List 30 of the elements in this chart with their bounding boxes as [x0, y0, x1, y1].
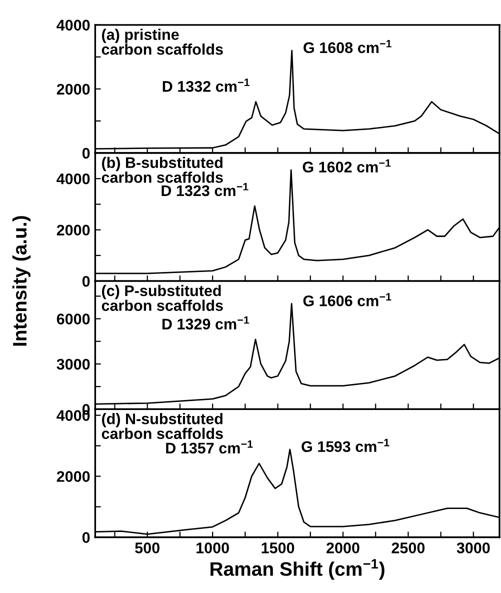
y-tick-label: 2000	[56, 84, 90, 95]
annotation: D 1323 cm$^{−1}$	[162, 182, 248, 196]
y-tick-label: 2000	[56, 224, 90, 236]
y-axis-title: Intensity (a.u.)	[12, 216, 30, 346]
y-tick-label: 3000	[56, 358, 90, 370]
annotation: (d) N-substituted carbon scaffolds	[102, 413, 223, 440]
annotation: D 1357 cm$^{−1}$	[166, 440, 253, 454]
y-tick-label: 6000	[56, 314, 90, 324]
y-tick-label: 0	[82, 276, 90, 287]
annotation: G 1602 cm$^{−1}$	[302, 159, 391, 172]
x-tick-label: 3000	[456, 542, 490, 554]
y-tick-label: 4000	[56, 20, 90, 31]
annotation: G 1606 cm$^{−1}$	[303, 293, 392, 306]
annotation: (b) B-substituted carbon scaffolds	[102, 156, 223, 183]
y-tick-label: 2000	[56, 471, 90, 482]
annotation: G 1593 cm$^{−1}$	[302, 438, 390, 452]
annotation: D 1332 cm$^{−1}$	[162, 78, 250, 92]
annotation: D 1329 cm$^{−1}$	[162, 316, 250, 330]
x-tick-label: 500	[135, 542, 160, 554]
x-axis-title: Raman Shift (cm$^{−1}$)	[210, 559, 384, 580]
annotation: G 1608 cm$^{−1}$	[304, 40, 392, 54]
x-tick-label: 1500	[262, 542, 294, 554]
x-tick-label: 2500	[392, 542, 425, 554]
x-tick-label: 2000	[326, 542, 360, 554]
y-tick-label: 4000	[56, 173, 90, 184]
annotation: (c) P-substituted carbon scaffolds	[102, 284, 223, 311]
x-tick-label: 1000	[196, 542, 229, 554]
annotation: (a) pristine carbon scaffolds	[102, 28, 223, 55]
y-tick-label: 0	[82, 148, 90, 159]
y-tick-label: 0	[82, 532, 90, 543]
